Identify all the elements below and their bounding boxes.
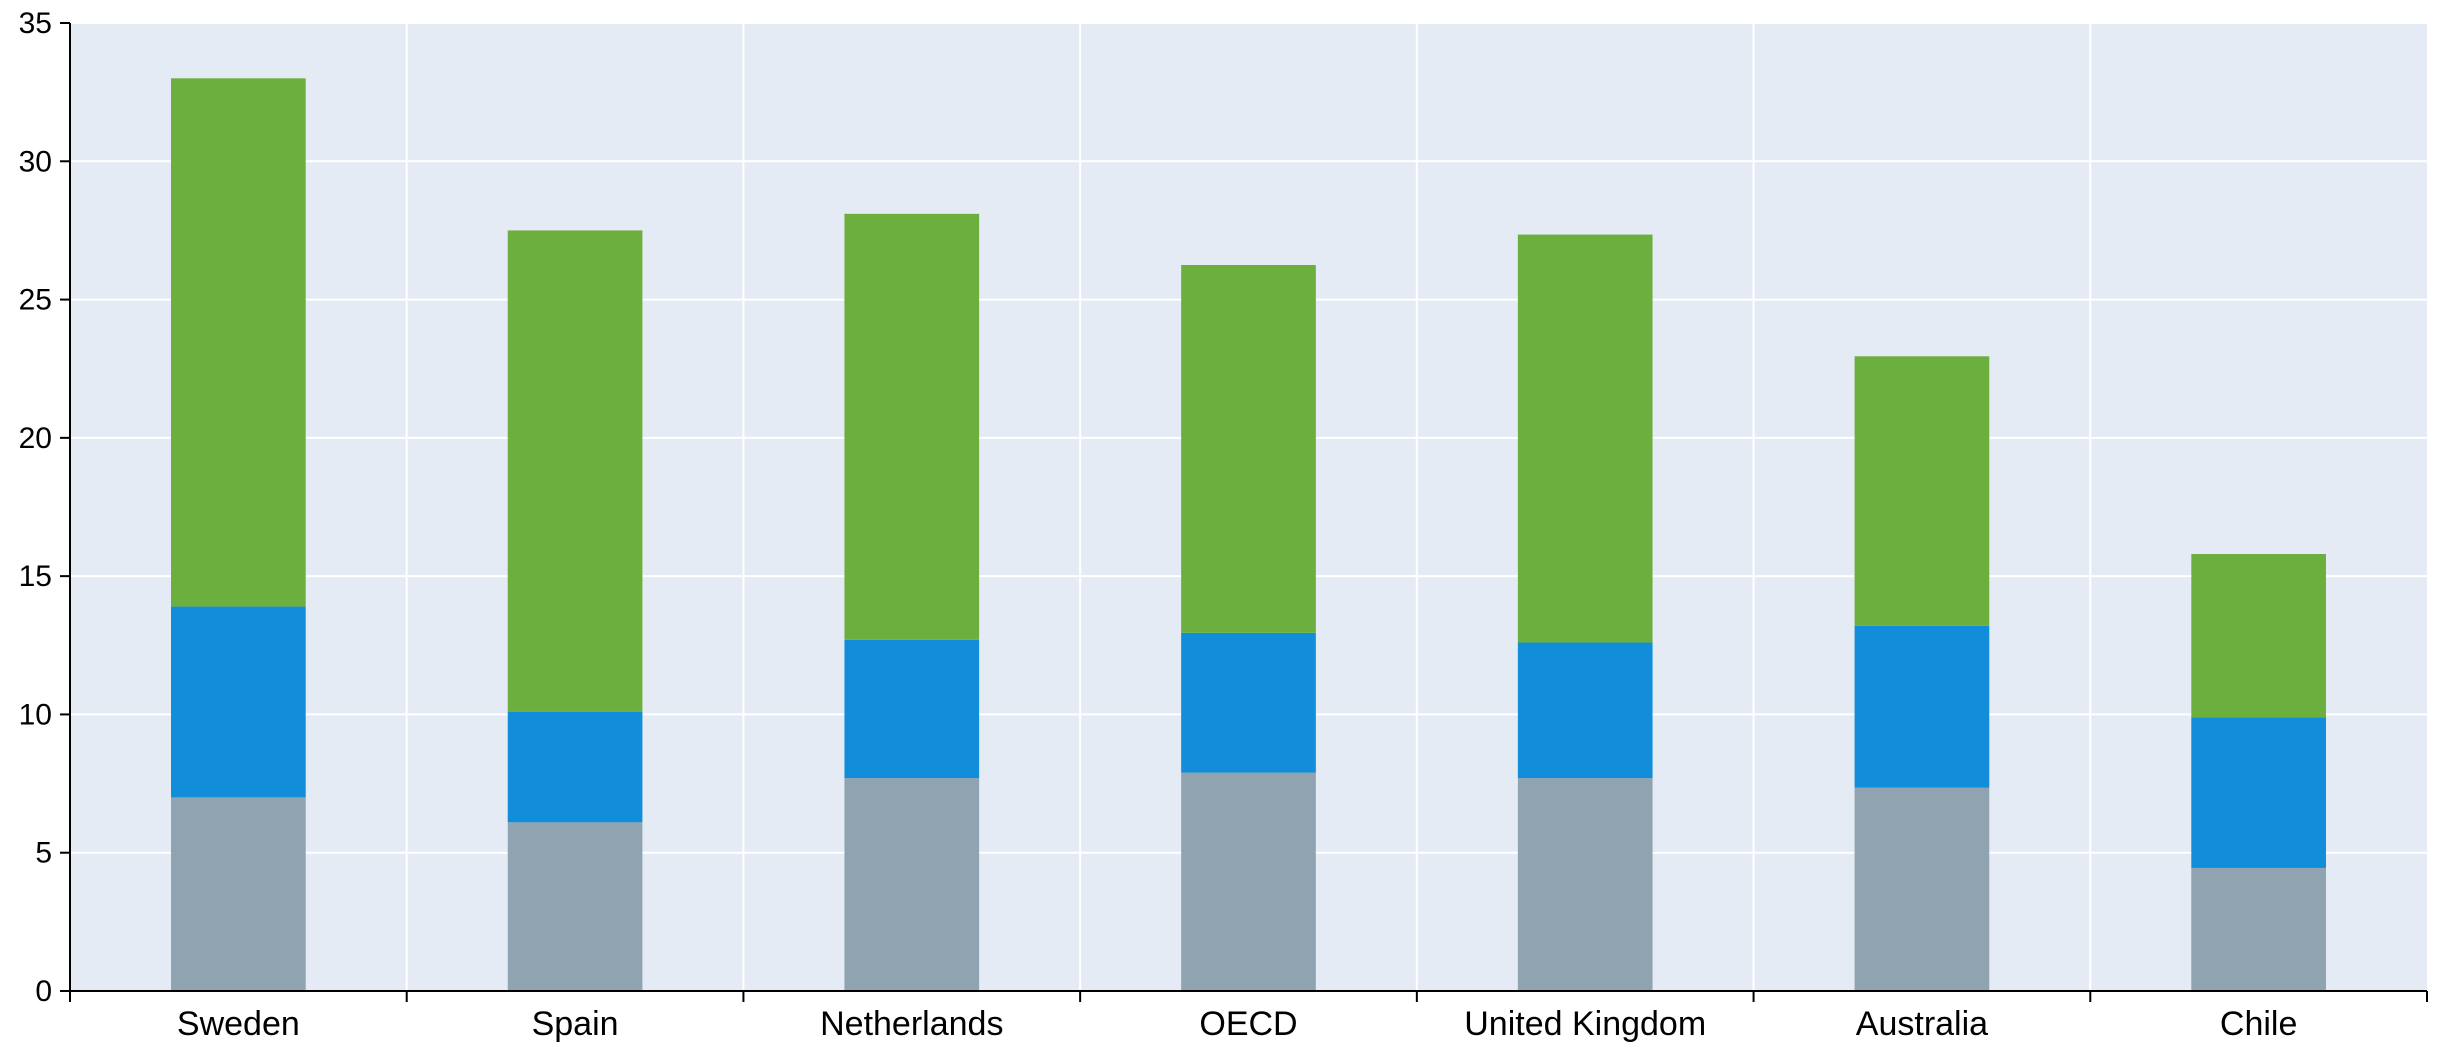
x-tick-label: Chile [2220,1005,2297,1043]
bar-segment [171,797,306,991]
category-separators [405,23,2092,991]
bar-segment [507,711,643,823]
y-tick-label: 25 [19,284,52,317]
y-tick-label: 30 [19,145,52,178]
y-tick-label: 0 [35,975,52,1008]
bar-segment [171,606,306,798]
bar-segment [1854,356,1990,626]
bar-stacks [171,78,2326,991]
bar-segment [1854,787,1990,991]
bar-segment [1517,642,1653,779]
bar-segment [844,213,980,640]
bar-segment [2191,867,2326,991]
x-tick-label: Netherlands [820,1005,1003,1043]
bar-segment [1181,772,1316,991]
bar-segment [2191,554,2326,718]
bar-segment [844,639,980,779]
bar-segment [1181,265,1316,633]
bar-segment [507,230,643,712]
y-tick-label: 5 [35,837,52,870]
x-tick-label: OECD [1199,1005,1297,1043]
y-tick-label: 20 [19,422,52,455]
bar-segment [844,778,980,991]
y-tick-label: 10 [19,698,52,731]
x-tick-label: Australia [1856,1005,1988,1043]
bar-segment [1181,632,1316,773]
bar-segment [1854,625,1990,788]
x-axis: Sweden Spain Netherlands OECD United Kingdom… [69,990,2428,1043]
bar-segment [1517,778,1653,991]
x-tick-label: United Kingdom [1464,1005,1706,1043]
y-tick-label: 15 [19,560,52,593]
y-axis: 0 5 10 15 20 25 30 35 [19,7,71,1008]
bar-segment [1517,234,1653,643]
y-tick-label: 35 [19,7,52,40]
bar-segment [2191,717,2326,868]
bar-segment [171,78,306,607]
x-tick-label: Spain [532,1005,619,1043]
bar-segment [507,822,643,991]
x-tick-label: Sweden [177,1005,300,1043]
